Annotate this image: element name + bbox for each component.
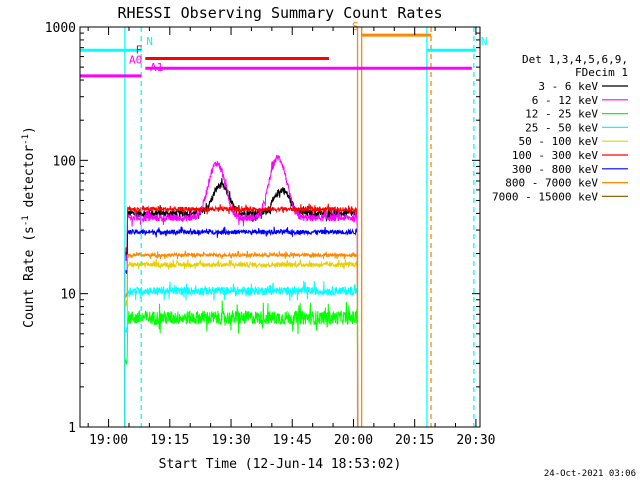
legend-label: 6 - 12 keV [532, 94, 599, 107]
x-tick-label: 19:15 [150, 433, 189, 448]
x-tick-label: 19:00 [89, 433, 128, 448]
series-line [124, 250, 359, 428]
legend-label: 800 - 7000 keV [505, 177, 598, 190]
y-tick-label: 1 [68, 421, 76, 436]
series-line [124, 280, 359, 428]
timestamp: 24-Oct-2021 03:06 [544, 469, 636, 479]
y-tick-label: 10 [60, 288, 76, 303]
flag-label: F [136, 44, 143, 57]
flag-label: A0 [129, 53, 142, 66]
series-line [124, 300, 359, 428]
chart-title: RHESSI Observing Summary Count Rates [117, 4, 442, 22]
legend-header-line-1: Det 1,3,4,5,6,9, [522, 53, 628, 66]
legend-label: 7000 - 15000 keV [492, 190, 598, 203]
series-line [124, 155, 359, 428]
x-tick-label: 20:30 [456, 433, 495, 448]
series-line [124, 226, 359, 428]
legend-header-line-2: FDecim 1 [575, 66, 628, 79]
legend-label: 50 - 100 keV [519, 135, 599, 148]
axes: 19:00 19:15 19:30 19:45 20:00 20:15 20:30 1 10 10… [45, 21, 496, 448]
y-tick-label: 1000 [45, 21, 76, 36]
legend-label: 100 - 300 keV [512, 149, 598, 162]
y-tick-label: 100 [53, 154, 76, 169]
legend-label: 300 - 800 keV [512, 163, 598, 176]
plot-frame [79, 26, 481, 428]
flag-label: N [146, 35, 153, 48]
series-line [124, 258, 359, 428]
x-axis-label: Start Time (12-Jun-14 18:53:02) [159, 457, 402, 472]
flag-label: N [481, 35, 488, 48]
x-tick-label: 19:30 [211, 433, 250, 448]
x-tick-label: 19:45 [273, 433, 312, 448]
y-axis-label: Count Rate (s-1 detector-1) [21, 126, 37, 328]
x-tick-label: 20:15 [395, 433, 434, 448]
series-traces [124, 155, 359, 428]
flag-label: A1 [150, 61, 163, 74]
series-line [124, 203, 359, 428]
legend-label: 12 - 25 keV [525, 108, 598, 121]
legend-label: 3 - 6 keV [538, 80, 598, 93]
vertical-markers [124, 27, 475, 427]
x-tick-label: 20:00 [334, 433, 373, 448]
legend-label: 25 - 50 keV [525, 121, 598, 134]
